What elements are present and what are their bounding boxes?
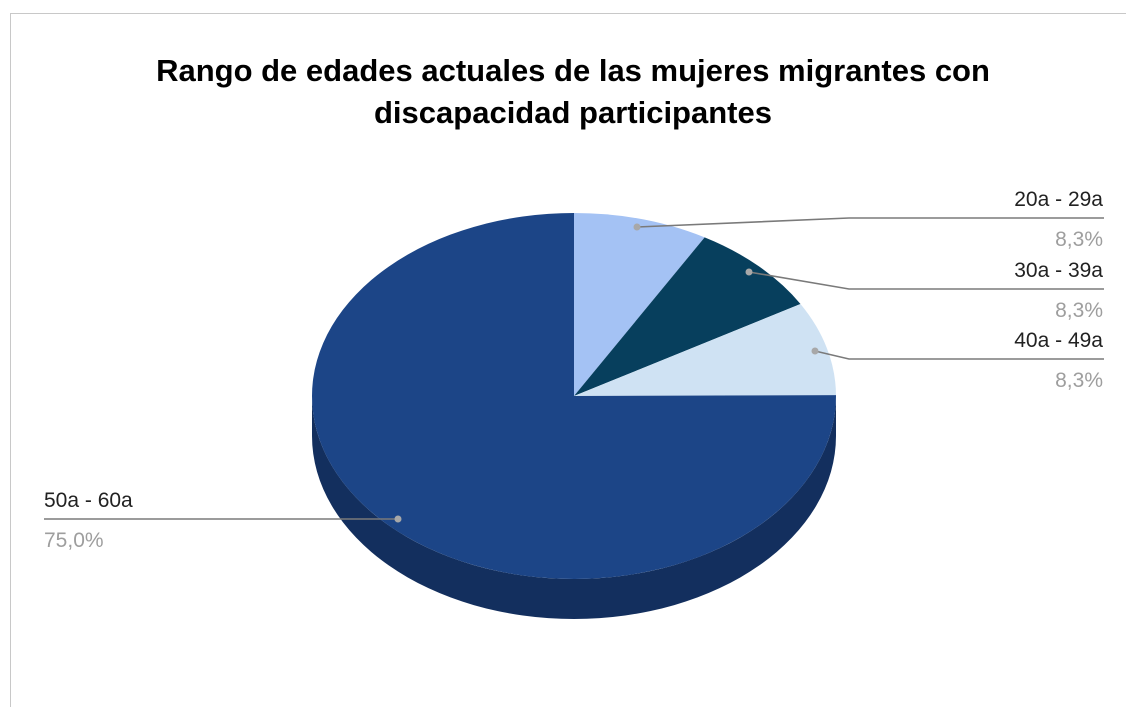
leader-dot-30a-39a xyxy=(745,268,753,276)
leader-dot-20a-29a xyxy=(633,223,641,231)
leader-line-20a-29a xyxy=(636,217,1104,228)
pie-side-50a-60a xyxy=(312,396,836,619)
chart-title-line-1: Rango de edades actuales de las mujeres … xyxy=(156,53,990,88)
leader-line-30a-39a xyxy=(748,271,1104,290)
slice-label-30a-39a: 30a - 39a xyxy=(1014,259,1103,282)
slice-percent-20a-29a: 8,3% xyxy=(1055,228,1103,251)
pie-slice-50a-60a xyxy=(311,213,836,579)
pie-side-layer xyxy=(312,396,836,619)
pie-slice-20a-29a xyxy=(574,213,705,396)
leader-lines-layer xyxy=(44,217,1104,523)
slice-label-20a-29a: 20a - 29a xyxy=(1014,188,1103,211)
leader-line-40a-49a xyxy=(814,350,1104,360)
pie-slice-30a-39a xyxy=(574,237,801,396)
slice-percent-40a-49a: 8,3% xyxy=(1055,369,1103,392)
pie-slice-40a-49a xyxy=(574,304,836,396)
leader-dot-50a-60a xyxy=(394,515,402,523)
chart-title-line-2: discapacidad participantes xyxy=(374,95,772,130)
leader-dot-40a-49a xyxy=(811,347,819,355)
slice-label-40a-49a: 40a - 49a xyxy=(1014,329,1103,352)
slice-percent-30a-39a: 8,3% xyxy=(1055,299,1103,322)
pie-top-layer xyxy=(311,213,836,579)
slice-label-50a-60a: 50a - 60a xyxy=(44,489,133,512)
slice-percent-50a-60a: 75,0% xyxy=(44,529,104,552)
slice-labels-layer: 20a - 29a 8,3% 30a - 39a 8,3% 40a - 49a 8,3% 5… xyxy=(44,188,1103,552)
